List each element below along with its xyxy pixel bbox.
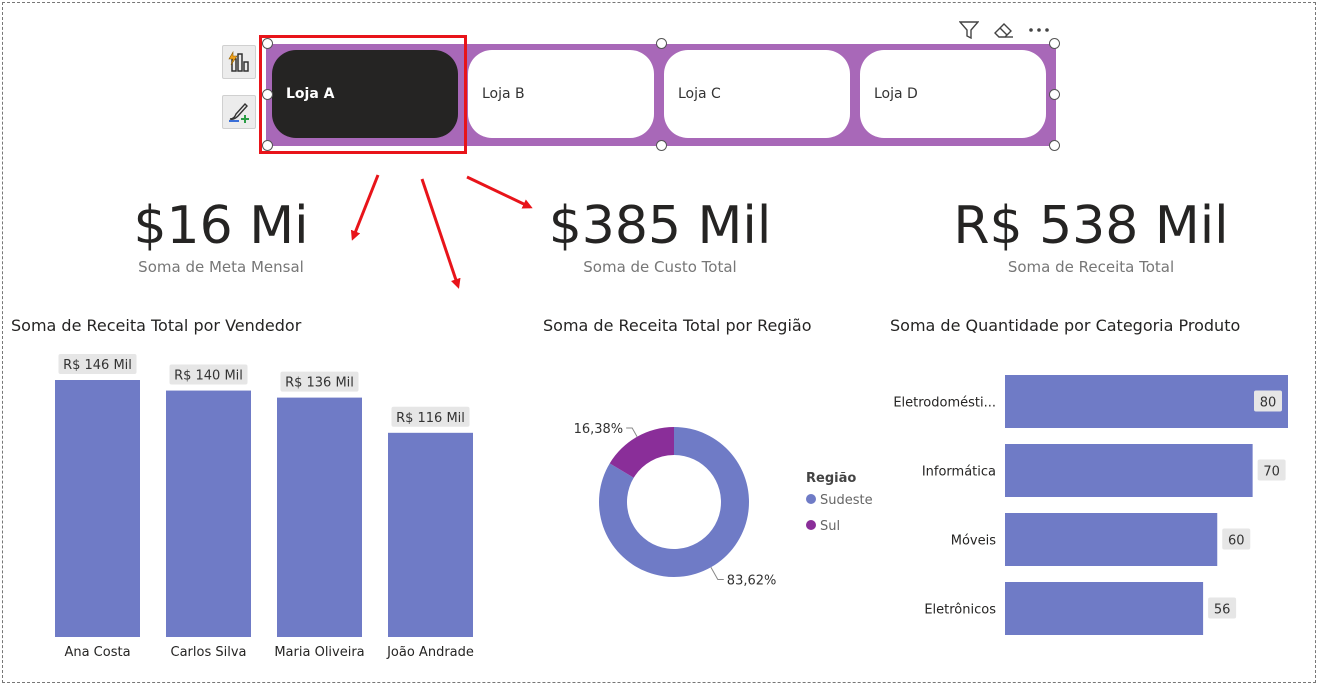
slicer-item-label: Loja D [874,86,918,102]
filter-icon [959,21,979,39]
legend-entry[interactable]: Sul [820,519,840,534]
slicer-item-label: Loja A [286,86,335,102]
eraser-icon [994,23,1013,38]
data-label-bg [1254,390,1282,412]
donut-slice[interactable] [609,427,674,478]
clear-selections-button[interactable] [993,20,1015,40]
bar[interactable] [166,390,251,637]
bar[interactable] [388,432,473,637]
resize-handle-bottom-right[interactable] [1049,140,1060,151]
slicer-item-loja-a[interactable]: Loja A [272,50,458,138]
data-label-bg [391,406,470,427]
category-label: João Andrade [386,645,474,660]
chart-title-regiao: Soma de Receita Total por Região [543,316,812,335]
data-label-bg [1222,528,1251,550]
kpi-value: $16 Mi [133,196,309,256]
more-options-icon [1029,28,1049,32]
paintbrush-add-icon [229,102,249,123]
data-label-bg [1257,459,1286,481]
slicer-item-label: Loja C [678,86,721,102]
format-visual-button[interactable] [222,45,256,79]
leader-line [626,427,638,437]
slicer-item-loja-b[interactable]: Loja B [468,50,654,138]
slicer-item-loja-d[interactable]: Loja D [860,50,1046,138]
arrow-to-vendedor-chart [420,178,461,289]
kpi-card-receita: R$ 538 Mil Soma de Receita Total [930,196,1252,276]
donut-chart-regiao: 83,62% 16,38% Região Sudeste Sul [574,422,873,588]
resize-handle-top-right[interactable] [1049,38,1060,49]
legend-marker [806,520,816,530]
resize-handle-top[interactable] [656,38,667,49]
resize-handle-left[interactable] [262,89,273,100]
slicer-item-loja-c[interactable]: Loja C [664,50,850,138]
kpi-card-custo: $385 Mil Soma de Custo Total [510,196,810,276]
category-label: Carlos Silva [171,645,247,660]
kpi-card-meta: $16 Mi Soma de Meta Mensal [90,196,352,276]
bar[interactable] [55,380,140,637]
store-slicer: Loja A Loja B Loja C Loja D [266,44,1056,146]
bar-chart-vendedor: R$ 146 Mil Ana Costa R$ 140 Mil Carlos Silv… [55,354,474,660]
category-label: Maria Oliveira [274,645,364,660]
legend-marker [806,494,816,504]
kpi-value: $385 Mil [548,196,772,256]
arrow-to-meta [350,174,380,241]
slice-label: 83,62% [727,573,777,588]
data-label: R$ 116 Mil [396,411,465,426]
chart-title-categoria: Soma de Quantidade por Categoria Produto [890,316,1241,335]
data-label: R$ 146 Mil [63,358,132,373]
arrow-to-custo [466,175,533,209]
bar[interactable] [277,397,362,637]
resize-handle-top-left[interactable] [262,38,273,49]
kpi-label: Soma de Custo Total [583,258,737,276]
legend-entry[interactable]: Sudeste [820,493,873,508]
resize-handle-right[interactable] [1049,89,1060,100]
data-label: 80 [1260,396,1277,411]
format-visual-icon [228,50,249,72]
data-label-bg [1208,597,1237,619]
more-options-button[interactable] [1028,20,1050,40]
data-label: 60 [1228,534,1245,549]
kpi-label: Soma de Receita Total [1007,258,1175,276]
resize-handle-bottom[interactable] [656,140,667,151]
bar[interactable] [1005,513,1218,566]
leader-line [710,567,724,580]
bar[interactable] [1005,444,1253,497]
category-label: Eletrônicos [924,603,996,618]
chart-title-vendedor: Soma de Receita Total por Vendedor [11,316,302,335]
kpi-value: R$ 538 Mil [953,196,1229,256]
data-label: R$ 140 Mil [174,369,243,384]
category-label: Ana Costa [64,645,130,660]
category-label: Móveis [951,534,996,549]
data-label-bg [280,371,359,392]
bar[interactable] [1005,375,1288,428]
filter-button[interactable] [958,20,980,40]
category-label: Eletrodomésti... [893,396,996,411]
build-visual-button[interactable] [222,95,256,129]
category-label: Informática [922,465,996,480]
resize-handle-bottom-left[interactable] [262,140,273,151]
data-label: 56 [1214,603,1231,618]
kpi-label: Soma de Meta Mensal [138,258,304,276]
bar[interactable] [1005,582,1204,635]
slicer-item-label: Loja B [482,86,525,102]
donut-slice[interactable] [599,427,749,577]
data-label-bg [169,364,248,385]
data-label: 70 [1263,465,1280,480]
legend-title: Região [806,471,856,486]
data-label: R$ 136 Mil [285,376,354,391]
data-label-bg [58,354,137,374]
slice-label: 16,38% [574,422,624,437]
hbar-chart-categoria: 80 Eletrodomésti... 70 Informática 60 Móveis 5… [893,375,1288,635]
